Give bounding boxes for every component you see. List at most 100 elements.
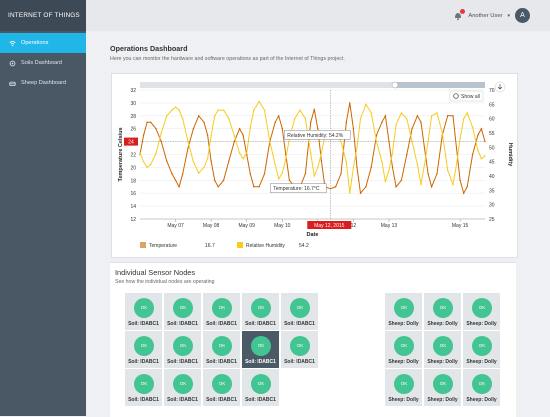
- sensor-node[interactable]: OK Sheep: Dolly: [385, 369, 422, 406]
- sensor-node[interactable]: OK Sheep: Dolly: [424, 331, 461, 368]
- sensor-node[interactable]: OK Soil: IDABC1: [164, 293, 201, 330]
- data-point: [174, 179, 177, 181]
- sensor-node[interactable]: OK Soil: IDABC1: [203, 293, 240, 330]
- data-point: [203, 121, 205, 123]
- data-point: [206, 158, 209, 160]
- status-ok-indicator: OK: [472, 336, 492, 356]
- sensor-node[interactable]: OK Soil: IDABC1: [242, 293, 279, 330]
- data-point: [484, 140, 486, 143]
- data-point: [155, 152, 157, 154]
- data-point: [242, 134, 244, 136]
- data-point: [370, 112, 372, 114]
- page-subtitle: Here you can monitor the hardware and so…: [110, 56, 345, 62]
- chevron-down-icon: ▾: [507, 12, 510, 19]
- sensor-node[interactable]: OK Soil: IDABC1: [203, 331, 240, 368]
- sensor-node[interactable]: OK Soil: IDABC1: [125, 331, 162, 368]
- data-point: [304, 173, 307, 175]
- data-point: [384, 181, 387, 183]
- sensor-node[interactable]: OK Soil: IDABC1: [281, 331, 318, 368]
- sidebar-item-sheep[interactable]: Sheep Dashboard: [0, 73, 86, 93]
- data-point: [258, 186, 260, 188]
- data-point: [149, 121, 152, 123]
- data-point: [281, 128, 283, 130]
- data-point: [253, 186, 255, 188]
- data-point: [228, 117, 230, 120]
- download-icon: [497, 84, 503, 90]
- show-all-button[interactable]: [449, 90, 484, 102]
- sensor-node[interactable]: OK Soil: IDABC1: [242, 331, 279, 368]
- sensor-node[interactable]: OK Sheep: Dolly: [463, 369, 500, 406]
- sensor-node[interactable]: OK Soil: IDABC1: [164, 331, 201, 368]
- crosshair-x-label-bg: [307, 221, 352, 229]
- legend-swatch: [140, 242, 146, 248]
- data-point: [427, 173, 429, 175]
- status-ok-indicator: OK: [134, 298, 154, 318]
- data-point: [436, 173, 438, 175]
- data-point: [359, 192, 362, 194]
- data-point: [142, 160, 145, 163]
- y-right-tick-label: 50: [489, 145, 495, 151]
- data-point: [356, 166, 358, 169]
- data-point: [400, 112, 403, 114]
- user-menu[interactable]: Another User ▾ A: [453, 8, 530, 23]
- data-point: [462, 192, 465, 194]
- operations-chart[interactable]: 12 14 16 18 20 22 24 26 28 30 32 25 30 35 40 45 50 55 60 65…: [112, 74, 517, 257]
- sensor-node[interactable]: OK Soil: IDABC1: [164, 369, 201, 406]
- y-right-tick-label: 65: [489, 102, 495, 108]
- sensor-node-label: Sheep: Dolly: [427, 321, 458, 327]
- sensor-node[interactable]: OK Soil: IDABC1: [125, 293, 162, 330]
- status-ok-indicator: OK: [212, 336, 232, 356]
- status-ok-indicator: OK: [173, 298, 193, 318]
- sensor-node[interactable]: OK Sheep: Dolly: [424, 293, 461, 330]
- data-point: [238, 128, 241, 130]
- data-point: [263, 109, 266, 111]
- legend-value: 54.2: [299, 243, 309, 249]
- notification-badge: [460, 8, 466, 14]
- sidebar-item-soils[interactable]: Soils Dashboard: [0, 53, 86, 73]
- data-point: [466, 112, 468, 114]
- data-point: [165, 160, 168, 162]
- sensor-node[interactable]: OK Sheep: Dolly: [463, 293, 500, 330]
- operations-chart-card: 12 14 16 18 20 22 24 26 28 30 32 25 30 35 40 45 50 55 60 65…: [111, 73, 518, 258]
- sensor-node-label: Soil: IDABC1: [245, 397, 276, 403]
- data-point: [395, 186, 397, 188]
- avatar[interactable]: A: [515, 8, 530, 23]
- data-point: [349, 192, 351, 194]
- data-point: [375, 140, 378, 143]
- data-point: [139, 152, 141, 154]
- sensor-node[interactable]: OK Sheep: Dolly: [385, 331, 422, 368]
- data-point: [288, 179, 291, 181]
- sidebar-item-label: Sheep Dashboard: [21, 80, 67, 86]
- data-point: [352, 166, 355, 169]
- sensor-node-label: Soil: IDABC1: [245, 321, 276, 327]
- data-point: [345, 160, 347, 163]
- data-point: [222, 179, 225, 181]
- status-ok-indicator: OK: [251, 298, 271, 318]
- sensor-node[interactable]: OK Sheep: Dolly: [463, 331, 500, 368]
- data-point: [365, 103, 367, 106]
- notification-icon[interactable]: [453, 8, 466, 21]
- sensor-node-label: Sheep: Dolly: [388, 321, 419, 327]
- sensor-node-label: Sheep: Dolly: [427, 397, 458, 403]
- sensor-node[interactable]: OK Sheep: Dolly: [385, 293, 422, 330]
- data-point: [160, 132, 163, 134]
- data-point: [356, 146, 358, 149]
- status-ok-indicator: OK: [212, 298, 232, 318]
- sensor-node-label: Sheep: Dolly: [466, 359, 497, 365]
- data-point: [471, 126, 474, 128]
- sidebar-item-operations[interactable]: Operations: [0, 33, 86, 53]
- sensor-node[interactable]: OK Soil: IDABC1: [125, 369, 162, 406]
- data-point: [181, 117, 184, 120]
- data-point: [187, 147, 189, 149]
- data-point: [384, 115, 387, 117]
- y-left-tick-label: 14: [130, 204, 136, 210]
- data-point: [213, 115, 216, 117]
- data-point: [238, 152, 241, 154]
- sensor-node[interactable]: OK Soil: IDABC1: [242, 369, 279, 406]
- status-ok-indicator: OK: [472, 374, 492, 394]
- sensor-node[interactable]: OK Soil: IDABC1: [203, 369, 240, 406]
- sensor-node[interactable]: OK Sheep: Dolly: [424, 369, 461, 406]
- y-right-tick-label: 45: [489, 160, 495, 166]
- sensor-node[interactable]: OK Soil: IDABC1: [281, 293, 318, 330]
- sheep-icon: [9, 81, 16, 86]
